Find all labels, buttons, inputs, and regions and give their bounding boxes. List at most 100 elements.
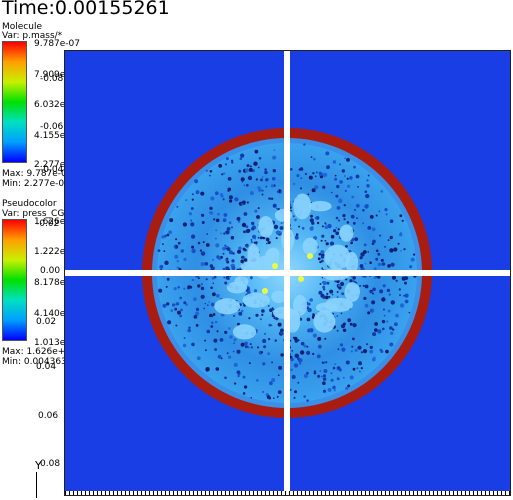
speckle <box>240 259 244 264</box>
speckle <box>382 284 386 288</box>
speckle <box>231 266 236 271</box>
speckle <box>197 284 201 288</box>
speckle <box>381 297 386 302</box>
speckle <box>265 237 270 242</box>
speckle <box>248 346 250 349</box>
speckle <box>320 239 323 242</box>
speckle <box>215 229 218 232</box>
speckle <box>408 311 411 314</box>
speckle <box>263 345 267 349</box>
speckle <box>242 200 246 204</box>
speckle <box>303 143 306 146</box>
speckle <box>269 381 273 386</box>
speckle <box>332 366 336 370</box>
pseudocolor-min-text: Min: 0.0043630 <box>2 357 73 367</box>
speckle <box>379 234 382 237</box>
speckle <box>300 187 302 190</box>
blob <box>345 251 359 274</box>
speckle <box>206 329 211 334</box>
speckle <box>262 338 267 344</box>
speckle <box>158 288 163 293</box>
speckle <box>159 264 164 269</box>
speckle <box>372 239 376 244</box>
speckle <box>367 311 371 315</box>
speckle <box>202 241 205 244</box>
speckle <box>375 249 379 253</box>
speckle <box>217 354 222 359</box>
molecule-label-max: 9.787e-07 <box>34 39 81 49</box>
speckle <box>209 264 214 268</box>
speckle <box>323 172 328 177</box>
speckle <box>273 224 279 230</box>
speckle <box>269 308 273 313</box>
speckle <box>372 309 375 313</box>
speckle <box>336 206 341 210</box>
speckle <box>399 214 403 218</box>
speckle <box>236 322 240 326</box>
blob <box>302 237 318 256</box>
speckle <box>232 350 235 353</box>
speckle <box>261 193 264 196</box>
speckle <box>347 184 351 188</box>
speckle <box>321 225 324 228</box>
speckle <box>363 296 367 300</box>
speckle <box>225 258 228 262</box>
speckle <box>211 321 214 324</box>
speckle <box>212 282 215 284</box>
speckle <box>306 371 309 375</box>
speckle <box>268 323 272 327</box>
speckle <box>259 236 263 240</box>
speckle <box>374 322 378 326</box>
speckle <box>232 314 236 318</box>
speckle <box>377 262 382 267</box>
speckle <box>244 345 248 349</box>
speckle <box>270 184 274 188</box>
speckle <box>323 369 328 373</box>
speckle <box>194 311 200 316</box>
speckle <box>309 218 314 223</box>
speckle <box>366 184 370 188</box>
speckle <box>212 258 215 261</box>
speckle <box>191 234 196 239</box>
speckle <box>353 165 356 169</box>
speckle <box>323 361 326 364</box>
speckle <box>307 329 311 333</box>
speckle <box>244 248 247 252</box>
speckle <box>220 357 223 360</box>
speckle <box>218 164 223 168</box>
speckle <box>355 203 360 208</box>
speckle <box>215 367 220 371</box>
speckle <box>380 190 384 193</box>
speckle <box>386 288 391 293</box>
speckle <box>205 243 210 247</box>
speckle <box>382 327 385 331</box>
speckle <box>278 231 282 235</box>
speckle <box>342 328 347 332</box>
speckle <box>389 326 393 330</box>
speckle <box>311 188 316 193</box>
speckle <box>261 313 264 316</box>
speckle <box>255 178 258 181</box>
speckle <box>210 286 213 290</box>
speckle <box>253 289 258 293</box>
blob <box>308 201 332 212</box>
speckle <box>168 230 172 234</box>
speckle <box>260 351 264 354</box>
speckle <box>336 368 339 371</box>
speckle <box>223 172 226 175</box>
speckle <box>362 222 365 225</box>
speckle <box>404 276 409 280</box>
blob <box>313 310 336 333</box>
speckle <box>262 362 266 366</box>
speckle <box>356 217 358 220</box>
speckle <box>328 295 331 298</box>
speckle <box>357 186 359 188</box>
speckle <box>389 248 394 253</box>
speckle <box>341 292 345 296</box>
speckle <box>321 267 324 270</box>
speckle <box>228 195 233 200</box>
speckle <box>200 191 205 196</box>
speckle <box>191 279 194 281</box>
speckle <box>290 209 292 212</box>
speckle <box>313 371 317 375</box>
